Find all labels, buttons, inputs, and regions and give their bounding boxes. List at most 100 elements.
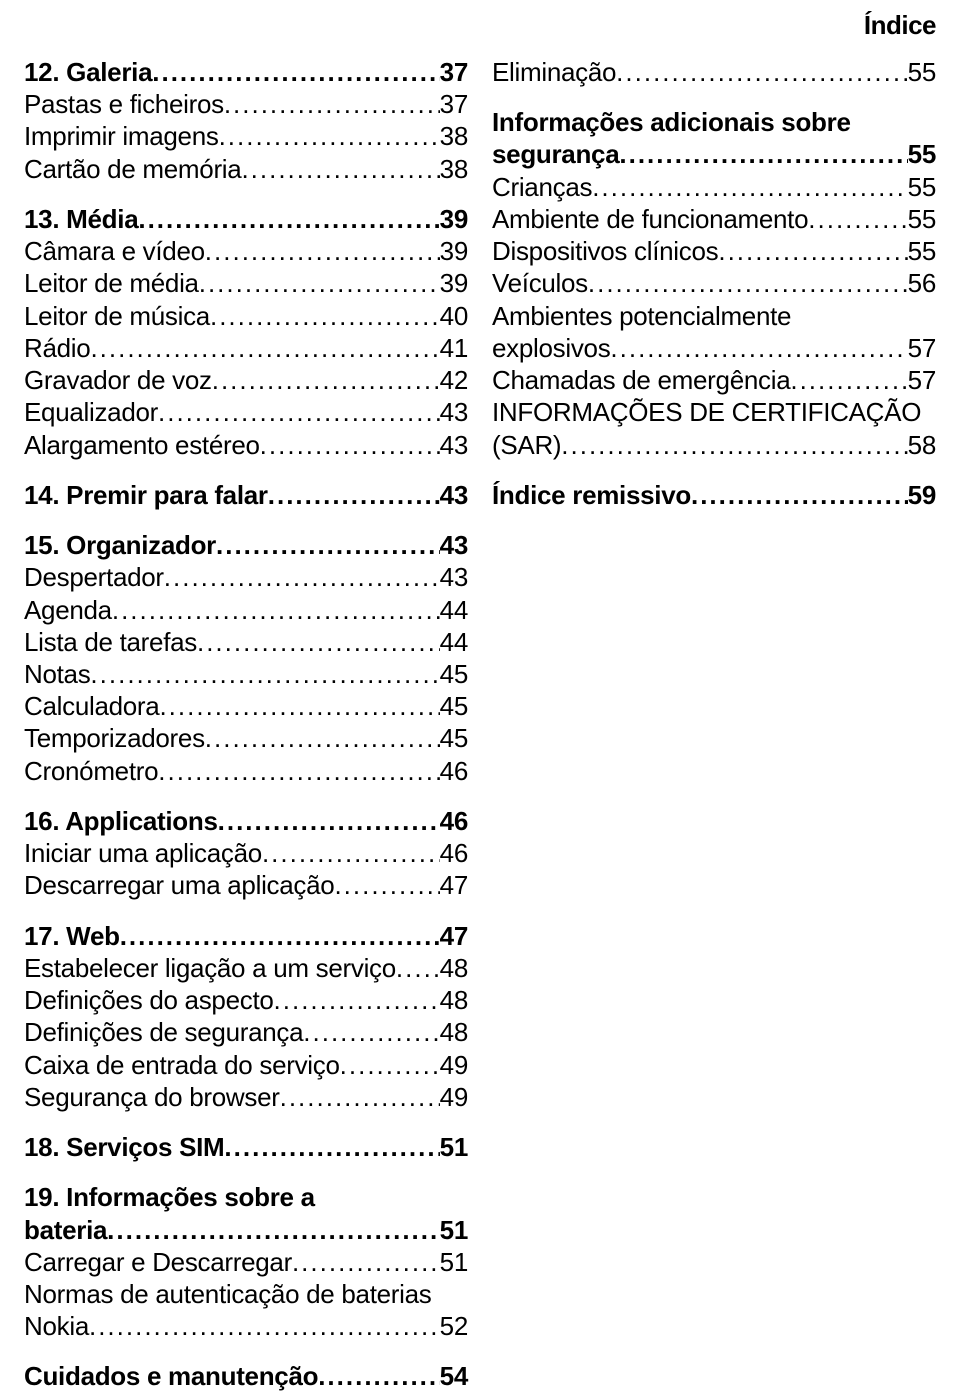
toc-entry[interactable]: Veículos56 (492, 267, 936, 299)
toc-entry[interactable]: Leitor de média39 (24, 267, 468, 299)
toc-entry[interactable]: Cronómetro46 (24, 755, 468, 787)
section-gap (24, 787, 468, 805)
toc-entry[interactable]: 14. Premir para falar43 (24, 479, 468, 511)
toc-entry[interactable]: Pastas e ficheiros37 (24, 88, 468, 120)
toc-entry[interactable]: Iniciar uma aplicação46 (24, 837, 468, 869)
toc-entry[interactable]: Gravador de voz42 (24, 364, 468, 396)
toc-entry[interactable]: Despertador43 (24, 561, 468, 593)
toc-entry[interactable]: Temporizadores 45 (24, 722, 468, 754)
toc-entry[interactable]: Câmara e vídeo39 (24, 235, 468, 267)
toc-entry-label-line: 19. Informações sobre a (24, 1181, 468, 1213)
leader-dots (318, 1360, 439, 1392)
toc-entry[interactable]: 18. Serviços SIM51 (24, 1131, 468, 1163)
leader-dots (274, 984, 440, 1016)
toc-entry-multiline[interactable]: INFORMAÇÕES DE CERTIFICAÇÃO(SAR) 58 (492, 396, 936, 460)
toc-entry[interactable]: Dispositivos clínicos55 (492, 235, 936, 267)
toc-entry-lastline: explosivos 57 (492, 332, 936, 364)
toc-entry-label: Índice remissivo (492, 479, 691, 511)
toc-entry-page: 51 (440, 1246, 468, 1278)
toc-entry[interactable]: 15. Organizador43 (24, 529, 468, 561)
toc-entry-label: Cuidados e manutenção (24, 1360, 318, 1392)
toc-entry-page: 38 (440, 120, 468, 152)
toc-entry[interactable]: Agenda44 (24, 594, 468, 626)
leader-dots (152, 56, 439, 88)
section-gap (492, 88, 936, 106)
toc-entry[interactable]: 13. Média39 (24, 203, 468, 235)
toc-entry-multiline[interactable]: Normas de autenticação de bateriasNokia5… (24, 1278, 468, 1342)
toc-entry[interactable]: 17. Web47 (24, 920, 468, 952)
toc-entry-label: Alargamento estéreo (24, 429, 260, 461)
toc-entry[interactable]: Rádio41 (24, 332, 468, 364)
toc-entry[interactable]: Descarregar uma aplicação47 (24, 869, 468, 901)
toc-entry[interactable]: Cuidados e manutenção54 (24, 1360, 468, 1392)
toc-entry[interactable]: Leitor de música 40 (24, 300, 468, 332)
toc-entry-multiline[interactable]: Informações adicionais sobresegurança55 (492, 106, 936, 170)
toc-entry-page: 48 (440, 1016, 468, 1048)
leader-dots (592, 171, 907, 203)
toc-entry-page: 55 (908, 171, 936, 203)
toc-entry-label: Despertador (24, 561, 164, 593)
toc-entry-label: 17. Web (24, 920, 120, 952)
toc-entry-page: 46 (440, 805, 468, 837)
toc-entry-page: 40 (440, 300, 468, 332)
leader-dots (224, 1131, 439, 1163)
toc-entry[interactable]: Definições do aspecto48 (24, 984, 468, 1016)
toc-entry-multiline[interactable]: Ambientes potencialmenteexplosivos57 (492, 300, 936, 364)
toc-entry-label: Estabelecer ligação a um serviço (24, 952, 396, 984)
leader-dots (616, 56, 908, 88)
toc-entry-page: 55 (908, 203, 936, 235)
toc-entry[interactable]: Segurança do browser49 (24, 1081, 468, 1113)
leader-dots (588, 267, 908, 299)
toc-entry-page: 45 (440, 690, 468, 722)
toc-entry[interactable]: Notas45 (24, 658, 468, 690)
toc-entry-page: 58 (908, 429, 936, 461)
toc-entry[interactable]: Estabelecer ligação a um serviço48 (24, 952, 468, 984)
toc-entry-label: 16. Applications (24, 805, 218, 837)
section-gap (24, 1113, 468, 1131)
toc-entry[interactable]: Ambiente de funcionamento55 (492, 203, 936, 235)
toc-entry-page: 45 (440, 722, 468, 754)
toc-entry-page: 47 (440, 869, 468, 901)
toc-entry[interactable]: Alargamento estéreo43 (24, 429, 468, 461)
leader-dots (718, 235, 907, 267)
page: Índice 12. Galeria37Pastas e ficheiros37… (0, 0, 960, 1357)
toc-entry[interactable]: Equalizador43 (24, 396, 468, 428)
toc-entry-label-line: INFORMAÇÕES DE CERTIFICAÇÃO (492, 396, 936, 428)
toc-entry[interactable]: Carregar e Descarregar51 (24, 1246, 468, 1278)
toc-entry[interactable]: Chamadas de emergência57 (492, 364, 936, 396)
leader-dots (561, 429, 907, 461)
toc-entry[interactable]: Calculadora45 (24, 690, 468, 722)
toc-entry[interactable]: 16. Applications 46 (24, 805, 468, 837)
toc-entry[interactable]: Índice remissivo59 (492, 479, 936, 511)
toc-entry[interactable]: Cartão de memória38 (24, 153, 468, 185)
toc-entry[interactable]: Eliminação55 (492, 56, 936, 88)
toc-entry[interactable]: Definições de segurança48 (24, 1016, 468, 1048)
toc-entry-label-line: Normas de autenticação de baterias (24, 1278, 468, 1310)
toc-entry-label: Veículos (492, 267, 588, 299)
toc-entry[interactable]: Lista de tarefas44 (24, 626, 468, 658)
toc-entry[interactable]: 12. Galeria37 (24, 56, 468, 88)
leader-dots (197, 626, 440, 658)
toc-column-right: Eliminação55 Informações adicionais sobre… (492, 56, 936, 1393)
toc-entry-label: explosivos (492, 332, 610, 364)
toc-entry-label-line: Informações adicionais sobre (492, 106, 936, 138)
leader-dots (340, 1049, 440, 1081)
toc-entry-label: Pastas e ficheiros (24, 88, 224, 120)
toc-entry-label: Leitor de música (24, 300, 210, 332)
toc-entry-multiline[interactable]: 19. Informações sobre abateria51 (24, 1181, 468, 1245)
toc-entry-label: (SAR) (492, 429, 561, 461)
toc-entry-page: 57 (908, 332, 936, 364)
toc-entry[interactable]: Caixa de entrada do serviço49 (24, 1049, 468, 1081)
toc-entry[interactable]: Crianças55 (492, 171, 936, 203)
toc-entry-page: 51 (440, 1214, 468, 1246)
toc-entry-page: 46 (440, 837, 468, 869)
toc-entry[interactable]: Imprimir imagens38 (24, 120, 468, 152)
leader-dots (262, 837, 440, 869)
toc-entry-page: 51 (440, 1131, 468, 1163)
leader-dots (268, 479, 440, 511)
toc-entry-lastline: Nokia52 (24, 1310, 468, 1342)
toc-entry-label: 14. Premir para falar (24, 479, 268, 511)
toc-entry-page: 37 (440, 56, 468, 88)
toc-entry-page: 43 (440, 396, 468, 428)
toc-entry-label: Temporizadores (24, 722, 205, 754)
